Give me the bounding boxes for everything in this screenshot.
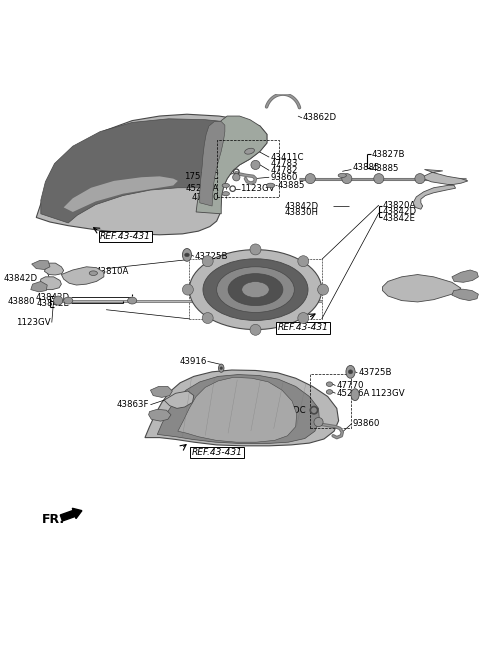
Polygon shape — [61, 267, 104, 285]
Ellipse shape — [326, 382, 333, 386]
FancyArrow shape — [60, 508, 82, 521]
Text: 43885: 43885 — [277, 181, 305, 190]
Ellipse shape — [218, 364, 224, 372]
Circle shape — [374, 174, 384, 184]
Polygon shape — [36, 114, 267, 235]
Text: 43827B: 43827B — [372, 150, 405, 159]
Text: 43842D: 43842D — [383, 208, 417, 217]
Circle shape — [54, 296, 63, 305]
Text: 47770: 47770 — [336, 381, 364, 390]
Polygon shape — [64, 176, 178, 212]
Polygon shape — [150, 386, 172, 397]
Text: 1123GV: 1123GV — [370, 389, 404, 398]
Text: REF.43-431: REF.43-431 — [100, 232, 151, 241]
Text: 45266A: 45266A — [186, 184, 219, 193]
Circle shape — [182, 284, 193, 295]
Polygon shape — [32, 261, 50, 270]
Text: 43916: 43916 — [179, 357, 206, 366]
Circle shape — [251, 161, 260, 170]
Polygon shape — [157, 375, 319, 444]
Ellipse shape — [348, 370, 353, 374]
Polygon shape — [45, 263, 64, 275]
Text: 47782: 47782 — [270, 166, 298, 175]
Circle shape — [298, 313, 309, 324]
Ellipse shape — [222, 183, 229, 188]
Ellipse shape — [64, 297, 73, 304]
Text: 43830H: 43830H — [285, 208, 319, 217]
Text: 43842D: 43842D — [3, 274, 37, 283]
Circle shape — [314, 417, 323, 426]
Circle shape — [250, 244, 261, 255]
Text: 43863F: 43863F — [117, 400, 150, 409]
Circle shape — [305, 174, 315, 184]
Circle shape — [318, 284, 329, 295]
Circle shape — [202, 255, 213, 266]
Ellipse shape — [182, 248, 192, 261]
Polygon shape — [452, 289, 479, 301]
Text: 43842D: 43842D — [285, 201, 319, 210]
Ellipse shape — [266, 183, 275, 188]
Text: FR.: FR. — [42, 513, 65, 526]
Text: 93860: 93860 — [352, 419, 380, 428]
Ellipse shape — [216, 267, 294, 312]
Text: 43725B: 43725B — [195, 252, 228, 261]
Circle shape — [415, 174, 425, 184]
Circle shape — [202, 313, 213, 324]
Text: 43411C: 43411C — [270, 153, 304, 162]
Ellipse shape — [189, 250, 322, 330]
Ellipse shape — [222, 192, 229, 195]
Text: 43820A: 43820A — [383, 201, 416, 210]
Polygon shape — [145, 370, 338, 446]
Polygon shape — [164, 391, 194, 408]
Circle shape — [342, 174, 352, 184]
Text: 43885: 43885 — [352, 163, 380, 172]
Text: REF.43-431: REF.43-431 — [277, 323, 328, 332]
Text: REF.43-431: REF.43-431 — [192, 448, 242, 457]
Polygon shape — [40, 277, 61, 290]
Polygon shape — [196, 116, 267, 213]
Text: 43842E: 43842E — [383, 214, 416, 223]
Ellipse shape — [338, 174, 347, 177]
Circle shape — [298, 255, 309, 266]
Text: 43842E: 43842E — [36, 299, 70, 308]
Text: 93860: 93860 — [270, 173, 298, 182]
Ellipse shape — [346, 366, 355, 378]
Polygon shape — [149, 410, 171, 421]
Ellipse shape — [128, 297, 137, 304]
Text: 43842D: 43842D — [36, 293, 70, 302]
Ellipse shape — [351, 389, 359, 401]
Circle shape — [250, 324, 261, 335]
Polygon shape — [41, 119, 242, 223]
Ellipse shape — [326, 390, 333, 394]
Text: 1751DC: 1751DC — [184, 172, 219, 181]
Ellipse shape — [185, 253, 189, 257]
Text: 43862D: 43862D — [302, 114, 336, 123]
Text: 47770: 47770 — [192, 194, 219, 203]
Ellipse shape — [228, 273, 283, 306]
Text: 1751DC: 1751DC — [271, 406, 306, 415]
Text: 45266A: 45266A — [336, 389, 370, 398]
Polygon shape — [200, 121, 225, 206]
Ellipse shape — [242, 282, 269, 297]
Polygon shape — [178, 377, 297, 442]
Text: 1123GV: 1123GV — [240, 184, 275, 193]
Polygon shape — [31, 281, 47, 292]
Text: 1123GV: 1123GV — [16, 318, 51, 327]
Polygon shape — [452, 270, 479, 283]
Text: 43880: 43880 — [8, 297, 36, 306]
Ellipse shape — [203, 259, 308, 321]
Circle shape — [233, 174, 240, 181]
Ellipse shape — [245, 148, 254, 154]
Ellipse shape — [89, 271, 97, 275]
Text: 43810A: 43810A — [96, 267, 129, 276]
Polygon shape — [383, 275, 461, 302]
Text: 43885: 43885 — [372, 164, 399, 173]
Polygon shape — [413, 170, 468, 209]
Ellipse shape — [220, 367, 223, 370]
Text: 47783: 47783 — [270, 159, 298, 168]
Text: 43725B: 43725B — [358, 368, 392, 377]
